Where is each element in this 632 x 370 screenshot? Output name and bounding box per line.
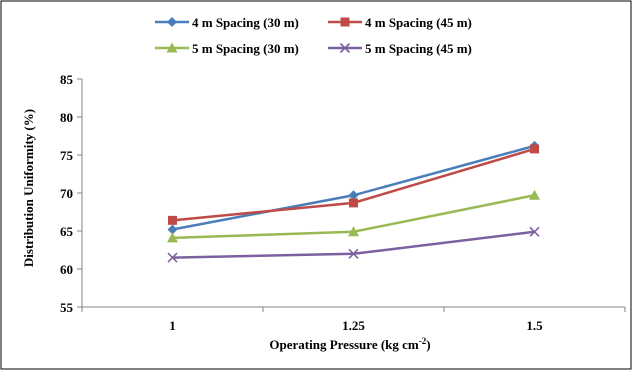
legend-label: 5 m Spacing (45 m) (365, 41, 472, 56)
data-point (349, 198, 358, 208)
data-point (348, 226, 359, 237)
data-point (168, 215, 177, 225)
y-tick-label: 70 (60, 186, 73, 201)
x-tick-label: 1.5 (526, 318, 543, 333)
data-point (167, 252, 178, 263)
y-axis-label: Distribution Uniformity (%) (21, 109, 36, 267)
legend-entry: 4 m Spacing (45 m) (328, 15, 472, 30)
y-tick-label: 80 (60, 110, 73, 125)
x-marker-stroke (339, 42, 351, 54)
legend-marker (339, 42, 351, 54)
y-tick-label: 65 (60, 224, 74, 239)
x-tick-label: 1 (169, 318, 176, 333)
legend: 4 m Spacing (30 m) 4 m Spacing (45 m) 5 m … (155, 15, 472, 56)
y-tick-label: 55 (60, 300, 74, 315)
x-tick-label: 1.25 (342, 318, 365, 333)
y-tick-label: 85 (60, 72, 74, 87)
legend-label: 4 m Spacing (45 m) (365, 15, 472, 30)
data-point (167, 224, 178, 235)
x-marker-stroke (529, 226, 540, 237)
x-axis-label: Operating Pressure (kg cm-2) (269, 336, 430, 352)
axes: 55 60 65 70 75 80 85 1 1.25 1.5 (60, 72, 626, 333)
data-point (167, 232, 178, 243)
x-marker-stroke (348, 248, 359, 259)
legend-label: 5 m Spacing (30 m) (192, 41, 299, 56)
series-2 (168, 144, 539, 225)
data-point (530, 144, 539, 154)
x-axis-label-main: Operating Pressure (kg cm (269, 337, 419, 352)
legend-entry: 5 m Spacing (45 m) (328, 41, 472, 56)
legend-marker (167, 17, 177, 27)
legend-label: 4 m Spacing (30 m) (192, 15, 299, 30)
y-tick-label: 60 (60, 262, 73, 277)
legend-entry: 4 m Spacing (30 m) (155, 15, 299, 30)
x-marker-stroke (167, 252, 178, 263)
legend-marker (340, 17, 350, 27)
series-3 (167, 189, 540, 243)
series-layer (167, 140, 540, 263)
series-4 (167, 226, 540, 263)
data-point (529, 226, 540, 237)
x-axis-label-sup: -2 (419, 336, 427, 346)
legend-marker (166, 42, 178, 53)
data-point (529, 189, 540, 200)
data-point (348, 248, 359, 259)
data-point (348, 190, 359, 201)
x-axis-label-end: ) (426, 337, 430, 352)
y-tick-label: 75 (60, 148, 74, 163)
legend-entry: 5 m Spacing (30 m) (155, 41, 299, 56)
